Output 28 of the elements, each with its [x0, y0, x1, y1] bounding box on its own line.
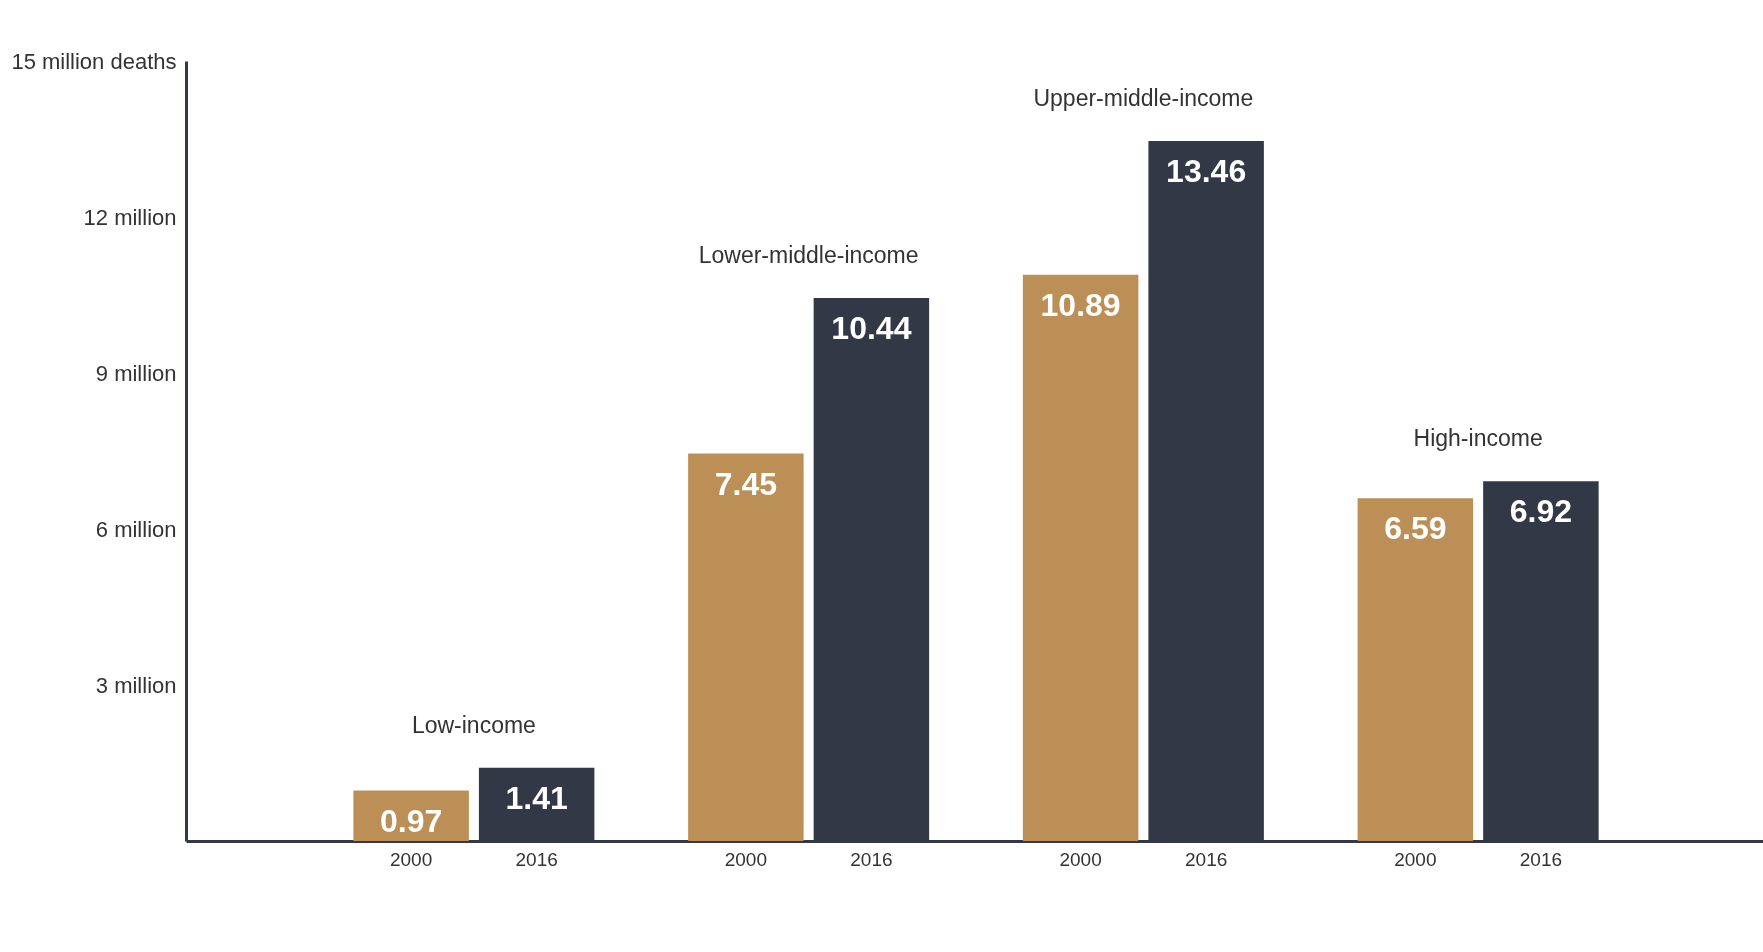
data-label: 1.41 [505, 779, 568, 816]
y-tick-label: 15 million deaths [11, 48, 177, 74]
data-label: 7.45 [714, 465, 777, 502]
y-tick-label: 9 million [95, 360, 177, 386]
text: 2016 [1185, 849, 1228, 870]
x-tick-label: Upper-middle-income [1033, 85, 1254, 112]
text: 2016 [1519, 849, 1563, 870]
y-tick-label: 3 million [95, 672, 177, 698]
x-tick-label: High-income [1413, 425, 1543, 452]
data-label: 6.92 [1509, 493, 1573, 530]
text: 2000 [1394, 849, 1437, 870]
text: 2000 [724, 849, 767, 870]
data-label: 10.44 [831, 310, 912, 347]
series-label: 2000 [389, 849, 433, 870]
bar [1357, 498, 1474, 841]
text: 2000 [1059, 849, 1102, 870]
y-tick-label: 6 million [95, 516, 177, 542]
data-label: 10.89 [1040, 286, 1121, 323]
data-label: 13.46 [1166, 153, 1247, 190]
y-tick-label: 12 million [83, 204, 177, 230]
series-label: 2016 [515, 849, 558, 870]
data-label: 6.59 [1384, 510, 1447, 547]
bar [1022, 274, 1139, 841]
text: 2016 [850, 849, 893, 870]
x-tick-label: Low-income [411, 711, 536, 738]
data-label: 0.97 [379, 802, 443, 839]
x-tick-label: Lower-middle-income [698, 242, 919, 269]
bar [688, 453, 804, 841]
